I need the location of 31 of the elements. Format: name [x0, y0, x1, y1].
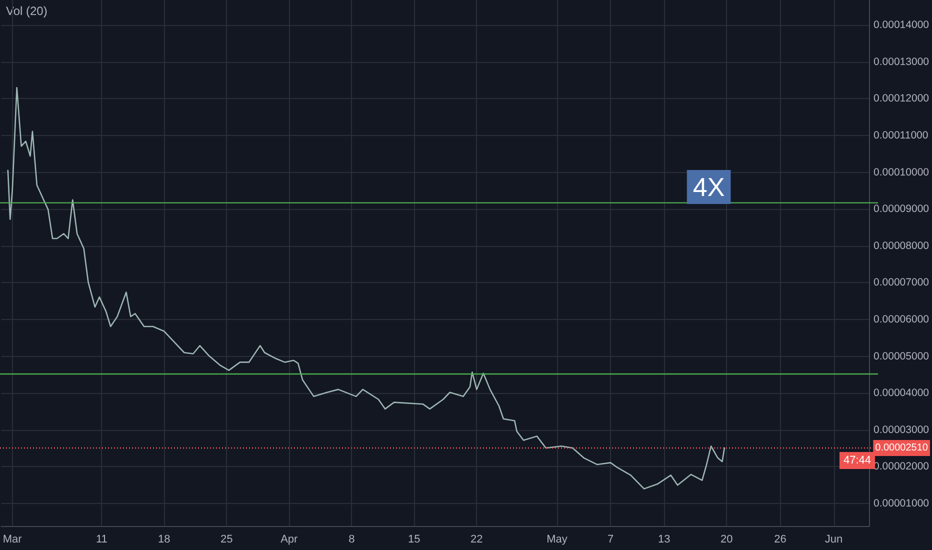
- y-tick-label: 0.00003000: [874, 424, 930, 436]
- x-tick-label: 20: [720, 534, 733, 546]
- x-tick-label: Jun: [824, 534, 843, 546]
- y-tick-label: 0.00007000: [874, 276, 930, 289]
- x-tick-label: 18: [158, 534, 170, 546]
- x-tick-label: 22: [470, 534, 483, 546]
- y-tick-label: 0.00004000: [874, 387, 930, 400]
- annotation: 4X: [692, 172, 725, 202]
- y-tick-label: 0.00006000: [874, 314, 930, 326]
- x-tick-label: 26: [774, 534, 786, 546]
- y-tick-label: 0.00005000: [874, 350, 930, 362]
- y-tick-label: 0.00011000: [874, 129, 928, 142]
- x-tick-label: May: [546, 534, 568, 546]
- x-tick-label: Apr: [280, 534, 298, 546]
- x-tick-label: Mar: [2, 534, 22, 546]
- y-tick-label: 0.00001000: [874, 498, 930, 510]
- x-tick-label: 25: [220, 534, 233, 546]
- y-tick-label: 0.00009000: [874, 203, 930, 216]
- y-tick-label: 0.00002000: [874, 460, 930, 473]
- ref-line-label: 0.00002510: [875, 442, 928, 454]
- x-tick-label: 7: [608, 534, 614, 546]
- y-tick-label: 0.00012000: [874, 92, 930, 105]
- y-tick-label: 0.00010000: [874, 166, 930, 178]
- y-tick-label: 0.00008000: [874, 240, 930, 252]
- x-tick-label: 15: [408, 534, 420, 546]
- x-tick-label: 8: [348, 534, 355, 546]
- x-tick-label: 11: [96, 534, 108, 546]
- y-tick-label: 0.00013000: [874, 56, 930, 68]
- x-tick-label: 13: [658, 534, 670, 546]
- annotation: 47:44: [843, 454, 871, 466]
- y-tick-label: 0.00014000: [874, 19, 930, 32]
